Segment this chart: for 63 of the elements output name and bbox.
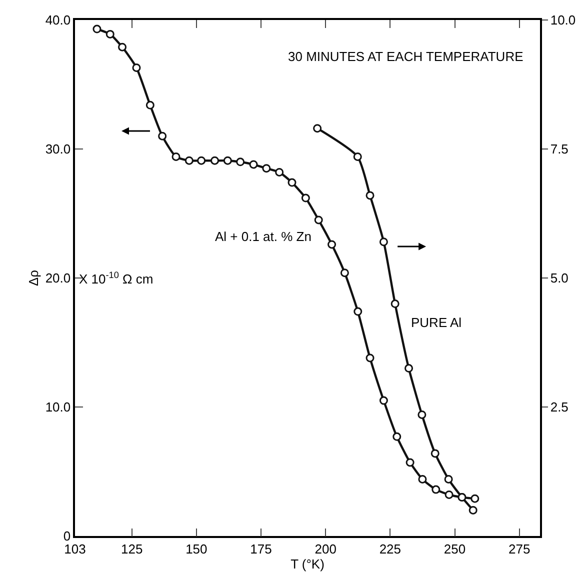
point — [392, 432, 402, 441]
point — [236, 158, 245, 166]
point — [328, 240, 336, 249]
point — [354, 307, 362, 316]
point — [379, 238, 388, 246]
point — [92, 24, 102, 34]
point — [418, 474, 427, 484]
point — [366, 191, 374, 200]
x-tick-label: 200 — [314, 541, 336, 556]
point — [262, 164, 271, 173]
point — [379, 396, 388, 405]
point — [301, 194, 310, 202]
point — [184, 156, 194, 165]
point — [197, 156, 206, 165]
point — [390, 300, 400, 308]
annotation: 30 MINUTES AT EACH TEMPERATURE — [288, 49, 524, 64]
y-axis-title: Δρ — [26, 270, 41, 286]
point — [444, 490, 454, 499]
x-tick-label: 275 — [508, 541, 530, 556]
y2-tick-label: 2.5 — [550, 400, 568, 415]
x-axis-title: T (°K) — [290, 556, 324, 572]
annotation: X 10$^{-10}$ Ω cm — [79, 270, 154, 286]
point — [404, 364, 414, 373]
point — [313, 124, 322, 133]
point — [210, 156, 220, 165]
point — [340, 268, 349, 278]
point — [406, 458, 414, 467]
point — [172, 152, 180, 161]
point — [432, 485, 440, 494]
y2-tick-label: 7.5 — [550, 142, 568, 157]
point — [106, 30, 114, 38]
x-tick-label: 103 — [64, 541, 86, 556]
point — [366, 354, 374, 362]
x-tick-label: 250 — [444, 541, 466, 556]
point — [249, 160, 258, 169]
y-tick-label: 40.0 — [45, 12, 71, 28]
y2-tick-label: 5.0 — [550, 270, 568, 286]
y2-tick-label: 10.0 — [550, 12, 576, 28]
point — [132, 63, 141, 72]
x-tick-label: 125 — [120, 541, 143, 556]
point — [418, 410, 426, 419]
point — [146, 100, 154, 110]
point — [444, 474, 453, 484]
point — [353, 152, 362, 161]
point — [430, 449, 440, 458]
point — [275, 168, 284, 176]
y-tick-label: 20.0 — [45, 270, 71, 286]
point — [158, 132, 167, 140]
annotation: PURE Al — [411, 315, 462, 330]
x-tick-label: 150 — [186, 541, 208, 556]
point — [118, 42, 127, 52]
y-tick-label: 10.0 — [45, 400, 71, 415]
y-tick-label: 30.0 — [45, 142, 71, 157]
point — [468, 506, 478, 514]
point — [288, 178, 296, 187]
point — [223, 156, 232, 165]
x-tick-label: 175 — [250, 541, 272, 556]
y-tick-label: 0 — [63, 528, 71, 544]
point — [314, 216, 323, 224]
point — [458, 493, 466, 502]
x-tick-label: 225 — [379, 541, 402, 556]
annotation: Al + 0.1 at. % Zn — [215, 229, 312, 244]
point — [470, 494, 480, 503]
